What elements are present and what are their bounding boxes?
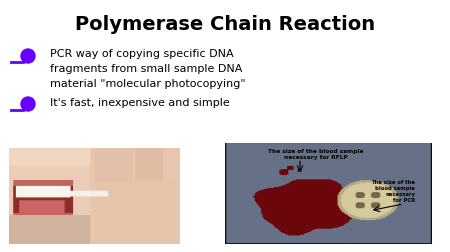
- Text: It's fast, inexpensive and simple: It's fast, inexpensive and simple: [50, 98, 230, 108]
- Text: The size of the
blood sample
necessary
for PCR: The size of the blood sample necessary f…: [371, 179, 415, 202]
- Circle shape: [21, 50, 35, 64]
- Text: PCR way of copying specific DNA
fragments from small sample DNA
material "molecu: PCR way of copying specific DNA fragment…: [50, 49, 246, 88]
- Text: Polymerase Chain Reaction: Polymerase Chain Reaction: [75, 15, 375, 34]
- Circle shape: [21, 98, 35, 112]
- Text: The size of the blood sample
necessary for RFLP: The size of the blood sample necessary f…: [268, 149, 364, 160]
